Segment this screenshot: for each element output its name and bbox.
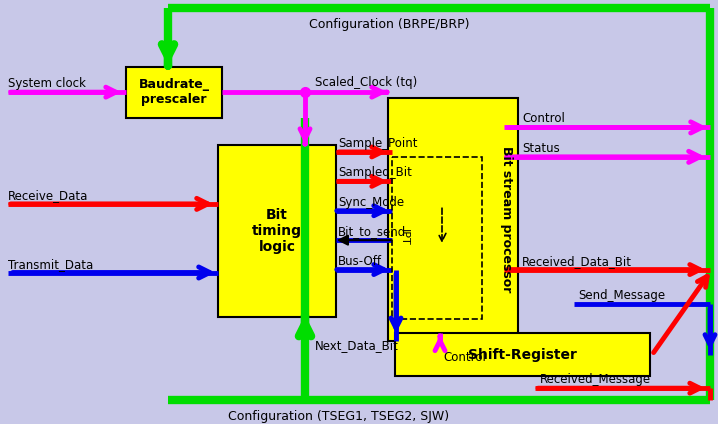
Bar [388, 98, 518, 341]
Text: Next_Data_Bit: Next_Data_Bit [315, 340, 399, 352]
Text: Sync_Mode: Sync_Mode [338, 196, 404, 209]
Text: Bit
timing
logic: Bit timing logic [252, 208, 302, 254]
Text: Control: Control [443, 351, 486, 364]
Text: Shift-Register: Shift-Register [468, 348, 577, 362]
Text: Sampled_Bit: Sampled_Bit [338, 166, 412, 179]
Text: Baudrate_
prescaler: Baudrate_ prescaler [139, 78, 210, 106]
Text: Sample_Point: Sample_Point [338, 137, 417, 150]
Bar [218, 145, 336, 317]
Text: Send_Message: Send_Message [579, 289, 666, 302]
Text: Scaled_Clock (tq): Scaled_Clock (tq) [315, 76, 417, 89]
Text: Bit stream processor: Bit stream processor [500, 146, 513, 293]
Bar [126, 67, 222, 117]
Text: Receive_Data: Receive_Data [8, 189, 88, 202]
Text: Bit_to_send: Bit_to_send [338, 225, 406, 238]
Text: Status: Status [522, 142, 560, 155]
Text: IPT: IPT [399, 229, 409, 246]
Text: Transmit_Data: Transmit_Data [8, 257, 93, 271]
Text: Bus-Off: Bus-Off [338, 254, 382, 268]
Text: System clock: System clock [8, 77, 86, 90]
Text: Received_Data_Bit: Received_Data_Bit [522, 254, 632, 268]
Text: Control: Control [522, 112, 565, 126]
Bar [392, 157, 482, 318]
Text: Configuration (TSEG1, TSEG2, SJW): Configuration (TSEG1, TSEG2, SJW) [228, 410, 449, 423]
Text: Received_Message: Received_Message [541, 373, 651, 386]
Text: Configuration (BRPE/BRP): Configuration (BRPE/BRP) [309, 18, 470, 31]
Bar [395, 333, 650, 377]
